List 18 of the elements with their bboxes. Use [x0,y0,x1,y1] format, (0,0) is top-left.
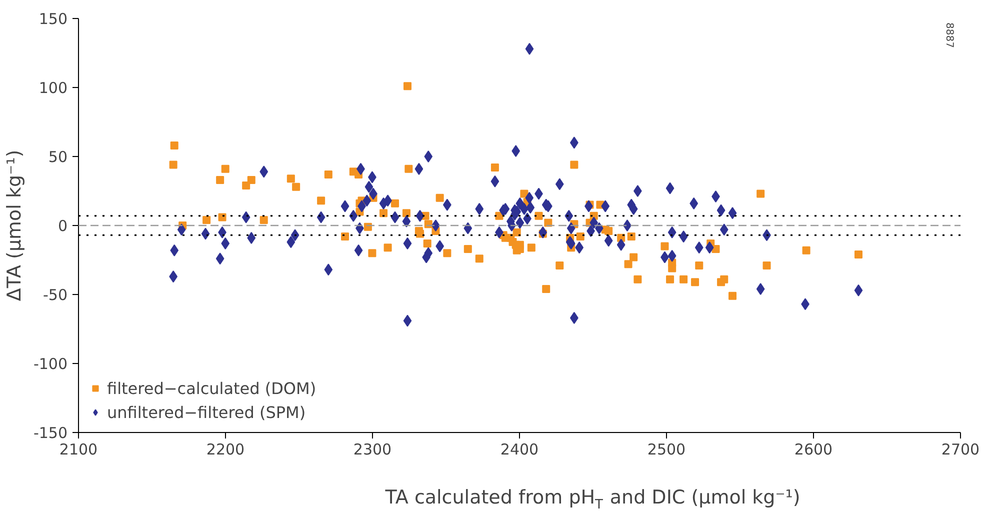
y-tick-label: -100 [33,355,68,373]
x-tick-label: 2700 [941,440,980,458]
y-axis-title: ΔTA (µmol kg⁻¹) [3,150,26,302]
y-tick-label: 150 [38,10,68,28]
legend-label: unfiltered−filtered (SPM) [107,402,306,422]
x-tick-label: 2300 [353,440,392,458]
y-tick-label: 0 [58,217,68,235]
x-tick-label: 2200 [206,440,245,458]
legend-label: filtered−calculated (DOM) [107,378,316,398]
annotation: 8887 [944,22,954,48]
y-tick-label: -150 [33,424,68,442]
x-tick-label: 2500 [647,440,686,458]
y-tick-label: -50 [43,286,68,304]
x-tick-label: 2400 [500,440,539,458]
y-tick-label: 50 [48,148,68,166]
x-tick-label: 2100 [59,440,98,458]
x-tick-label: 2600 [794,440,833,458]
y-tick-label: 100 [38,79,68,97]
